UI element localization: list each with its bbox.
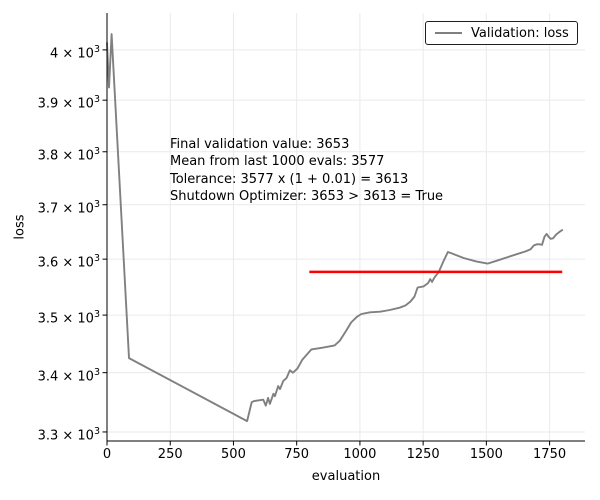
legend-label: Validation: loss (471, 25, 569, 41)
axes-spines (106, 13, 585, 442)
y-tick-label: 3.8 × 103 (37, 145, 100, 164)
y-tick-label: 3.3 × 103 (37, 425, 100, 444)
annotation-final-value: Final validation value: 3653 (170, 137, 350, 152)
x-axis-label: evaluation (311, 469, 381, 484)
x-tick-label: 1750 (533, 447, 567, 462)
x-tick-label: 1000 (343, 447, 377, 462)
legend-line-swatch (435, 32, 462, 34)
gridlines (106, 13, 585, 441)
y-tick-label: 3.9 × 103 (37, 94, 100, 112)
y-tick-label: 3.6 × 103 (37, 253, 100, 271)
tick-marks (102, 49, 551, 446)
x-tick-label: 250 (157, 447, 183, 462)
x-tick-label: 750 (284, 447, 310, 462)
legend: Validation: loss (425, 21, 578, 45)
y-tick-label: 3.5 × 103 (37, 309, 100, 327)
x-tick-label: 1500 (469, 447, 503, 462)
y-tick-label: 3.4 × 103 (37, 366, 100, 384)
x-tick-label: 1250 (406, 447, 440, 462)
annotation-shutdown: Shutdown Optimizer: 3653 > 3613 = True (170, 188, 444, 204)
x-tick-label: 500 (221, 447, 246, 462)
x-tick-label: 0 (102, 447, 112, 462)
annotation-mean: Mean from last 1000 evals: 3577 (170, 154, 385, 170)
y-tick-label: 4 × 103 (49, 43, 100, 62)
validation-loss-line (106, 33, 564, 423)
y-axis-label: loss (12, 214, 28, 240)
annotation-tolerance: Tolerance: 3577 x (1 + 0.01) = 3613 (170, 171, 409, 187)
y-tick-label: 3.7 × 103 (37, 198, 100, 217)
shutdown-annotation: Final validation value: 3653 Mean from l… (170, 136, 443, 205)
